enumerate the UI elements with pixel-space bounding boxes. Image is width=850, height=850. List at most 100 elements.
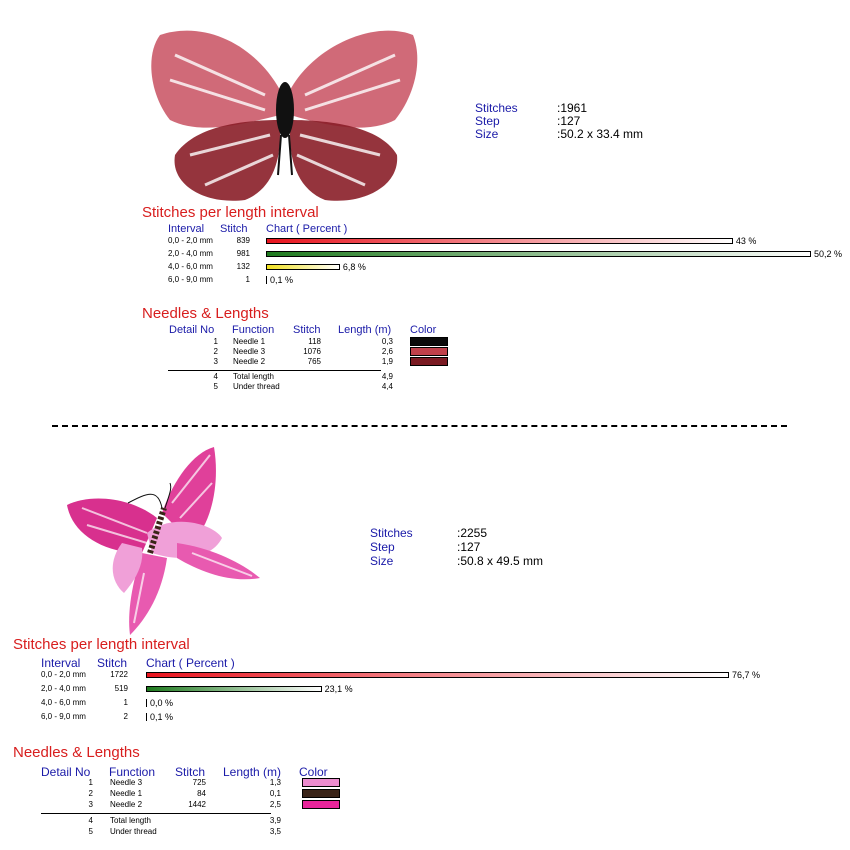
interval-percent: 50,2 % [814,249,843,259]
total-detail-no: 4 [88,816,93,825]
needle-function: Needle 1 [233,337,266,346]
total-length: 3,5 [269,827,281,836]
needles-title: Needles & Lengths [142,305,269,322]
interval-bar [266,264,340,270]
stitches-value: :1961 [557,101,588,115]
total-detail-no: 5 [213,382,218,391]
interval-stitch: 132 [236,262,250,271]
needle-color-swatch [302,789,340,799]
interval-percent: 0,0 % [150,698,174,708]
step-value: :127 [457,540,481,554]
needle-detail-no: 3 [88,800,93,810]
interval-stitch: 1 [123,698,128,707]
interval-stitch: 519 [114,684,128,693]
needle-color-swatch [410,337,448,346]
size-value: :50.8 x 49.5 mm [457,554,544,568]
interval-header: Interval [41,656,81,670]
step-label: Step [370,540,395,554]
interval-stitch: 981 [236,249,250,258]
stitches-label: Stitches [370,526,413,540]
interval-percent: 0,1 % [150,712,174,722]
needle-detail-no: 3 [213,356,218,366]
totals-divider [41,813,271,814]
needle-color-swatch [302,800,340,810]
total-function: Total length [110,816,151,825]
interval-percent: 6,8 % [342,262,366,272]
interval-percent: 23,1 % [324,684,353,694]
total-detail-no: 5 [88,827,93,836]
size-value: :50.2 x 33.4 mm [557,127,644,141]
interval-header: Interval [168,223,205,235]
interval-range: 2,0 - 4,0 mm [41,684,86,693]
length-header: Length (m) [223,765,282,779]
interval-range: 0,0 - 2,0 mm [168,236,213,245]
interval-title: Stitches per length interval [142,204,319,221]
needle-stitch: 118 [308,337,321,346]
total-detail-no: 4 [213,372,218,381]
interval-percent: 43 % [735,236,757,246]
detail-header: Detail No [169,324,215,336]
butterfly-1-image [151,30,418,201]
needle-detail-no: 1 [213,337,218,346]
total-length: 4,4 [381,382,393,391]
interval-title: Stitches per length interval [13,636,190,653]
needle-function: Needle 1 [110,789,143,799]
interval-bar [146,686,322,692]
needle-function: Needle 3 [110,778,143,787]
interval-range: 4,0 - 6,0 mm [168,262,213,271]
color-header: Color [299,765,328,779]
section-divider [52,425,787,427]
size-label: Size [475,127,499,141]
function-header: Function [232,324,275,336]
stitches-value: :2255 [457,526,488,540]
needle-color-swatch [410,356,448,366]
interval-bar [266,251,811,257]
needle-length: 2,5 [269,800,281,810]
totals-divider [168,370,381,371]
step-value: :127 [557,114,581,128]
needle-detail-no: 2 [88,789,93,799]
interval-range: 2,0 - 4,0 mm [168,249,213,258]
needle-length: 2,6 [381,346,393,356]
needle-color-swatch [302,778,340,787]
butterfly-2-image [67,447,260,635]
needle-stitch: 1442 [188,800,206,810]
interval-range: 4,0 - 6,0 mm [41,698,86,707]
interval-bar [266,276,267,284]
interval-bar [146,699,147,707]
detail-header: Detail No [41,765,91,779]
interval-percent: 76,7 % [732,670,761,680]
stitch-col-header: Stitch [293,324,321,336]
stitch-col-header: Stitch [175,765,206,779]
size-label: Size [370,554,394,568]
total-function: Under thread [233,382,280,391]
needle-stitch: 725 [192,778,206,787]
interval-range: 6,0 - 9,0 mm [168,275,213,284]
needle-length: 1,9 [381,356,393,366]
interval-stitch: 2 [123,712,128,721]
length-header: Length (m) [338,324,392,336]
total-function: Total length [233,372,274,381]
interval-range: 6,0 - 9,0 mm [41,712,86,721]
needle-stitch: 1076 [303,346,321,356]
interval-stitch: 1722 [110,670,128,679]
step-label: Step [475,114,500,128]
needle-function: Needle 3 [233,346,266,356]
stitch-header: Stitch [97,656,128,670]
stitch-header: Stitch [220,223,248,235]
interval-bar [266,238,733,244]
needle-function: Needle 2 [110,800,143,810]
interval-range: 0,0 - 2,0 mm [41,670,86,679]
needle-detail-no: 1 [88,778,93,787]
needle-stitch: 84 [197,789,206,799]
needles-title: Needles & Lengths [13,744,140,761]
chart-header: Chart ( Percent ) [266,223,348,235]
chart-header: Chart ( Percent ) [146,656,235,670]
interval-stitch: 839 [236,236,250,245]
total-length: 4,9 [381,372,393,381]
interval-bar [146,713,147,721]
interval-percent: 0,1 % [270,275,294,285]
total-length: 3,9 [269,816,281,825]
needle-length: 1,3 [269,778,281,787]
needle-length: 0,1 [269,789,281,799]
